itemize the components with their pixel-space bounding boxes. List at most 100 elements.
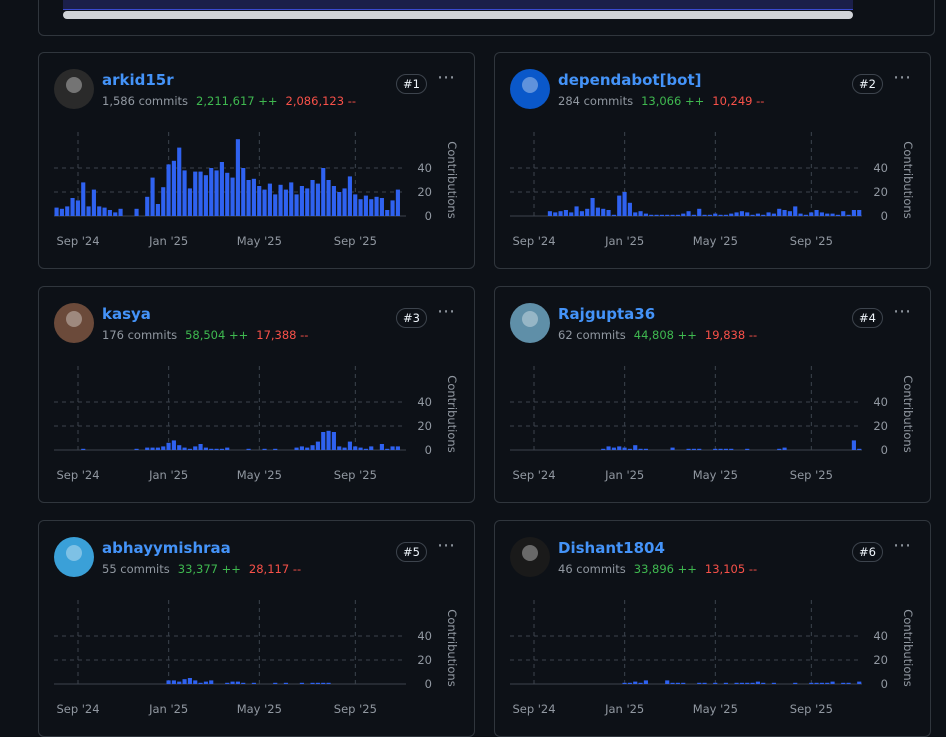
bar	[723, 448, 728, 450]
bar	[315, 682, 320, 684]
bar	[755, 681, 760, 684]
bar	[161, 187, 166, 216]
y-axis-label: Contributions	[445, 609, 459, 686]
bar	[235, 139, 240, 216]
more-options[interactable]: ⋯	[893, 301, 912, 322]
bar	[617, 446, 622, 450]
bar	[739, 682, 744, 684]
contributor-stats: 176 commits 58,504 ++ 17,388 --	[102, 328, 308, 342]
bar	[203, 447, 208, 450]
bar	[182, 447, 187, 450]
bar	[70, 198, 75, 216]
y-tick-label: 0	[881, 677, 888, 691]
bar	[166, 680, 171, 684]
bar	[113, 212, 118, 216]
more-options[interactable]: ⋯	[893, 535, 912, 556]
bar	[857, 681, 862, 684]
additions: 33,377 ++	[177, 562, 241, 576]
bar	[337, 192, 342, 216]
commit-count: 284 commits	[558, 94, 634, 108]
bar	[686, 211, 691, 216]
avatar-face	[522, 77, 538, 93]
bar	[627, 682, 632, 684]
contributor-name[interactable]: dependabot[bot]	[558, 71, 702, 89]
bar	[670, 447, 675, 450]
contributor-name[interactable]: abhayymishraa	[102, 539, 231, 557]
additions: 58,504 ++	[185, 328, 249, 342]
bar	[267, 183, 272, 216]
overview-scrollbar[interactable]	[63, 11, 853, 19]
bar	[118, 208, 123, 216]
more-options[interactable]: ⋯	[893, 67, 912, 88]
bar	[665, 214, 670, 216]
bar	[299, 186, 304, 216]
bar	[289, 182, 294, 216]
bar	[385, 210, 390, 216]
bar	[713, 213, 718, 216]
bar	[638, 211, 643, 216]
bar	[358, 447, 363, 450]
contributor-name[interactable]: kasya	[102, 305, 151, 323]
bar	[171, 160, 176, 216]
x-tick-label: May '25	[693, 468, 738, 482]
x-tick-label: May '25	[237, 702, 282, 716]
bar	[342, 447, 347, 450]
commit-count: 55 commits	[102, 562, 170, 576]
bar	[825, 682, 830, 684]
bar	[273, 448, 278, 450]
more-options[interactable]: ⋯	[437, 535, 456, 556]
bar	[219, 448, 224, 450]
bar	[251, 682, 256, 684]
contributions-chart: 0 20 40 Sep '24 Jan '25 May '25 Sep '25 Contrib…	[54, 132, 459, 248]
contributor-card: abhayymishraa 55 commits 33,377 ++ 28,117 -…	[38, 520, 475, 737]
bar	[145, 447, 150, 450]
bar	[273, 682, 278, 684]
bar	[86, 206, 91, 216]
bar	[723, 682, 728, 684]
x-tick-label: Sep '25	[334, 702, 377, 716]
bar	[369, 446, 374, 450]
contributor-name[interactable]: Dishant1804	[558, 539, 665, 557]
bar	[606, 446, 611, 450]
bar	[187, 188, 192, 216]
bar	[262, 448, 267, 450]
bar	[739, 211, 744, 216]
x-tick-label: Sep '25	[790, 468, 833, 482]
additions: 2,211,617 ++	[196, 94, 278, 108]
bar	[321, 682, 326, 684]
bar	[342, 188, 347, 216]
bar	[681, 682, 686, 684]
bar	[777, 208, 782, 216]
more-options[interactable]: ⋯	[437, 301, 456, 322]
avatar-face	[522, 311, 538, 327]
bar	[734, 212, 739, 216]
x-tick-label: Jan '25	[148, 234, 188, 248]
contributor-name[interactable]: Rajgupta36	[558, 305, 656, 323]
avatar-face	[66, 545, 82, 561]
x-tick-label: Sep '24	[56, 234, 99, 248]
bar	[251, 178, 256, 216]
bar	[358, 199, 363, 216]
x-tick-label: Sep '24	[56, 702, 99, 716]
rank-badge: #2	[852, 74, 883, 94]
bar	[177, 681, 182, 684]
y-tick-label: 0	[881, 209, 888, 223]
bar	[771, 682, 776, 684]
bar	[803, 214, 808, 216]
more-options[interactable]: ⋯	[437, 67, 456, 88]
bar	[198, 444, 203, 450]
bar	[675, 214, 680, 216]
overview-panel	[38, 0, 935, 36]
bar	[97, 206, 102, 216]
bar	[579, 211, 584, 216]
bar	[729, 213, 734, 216]
avatar-face	[66, 311, 82, 327]
bar	[54, 207, 59, 216]
bar	[697, 682, 702, 684]
bar	[601, 448, 606, 450]
bar	[315, 441, 320, 450]
x-tick-label: May '25	[237, 234, 282, 248]
contributor-name[interactable]: arkid15r	[102, 71, 174, 89]
x-tick-label: Sep '24	[512, 468, 555, 482]
